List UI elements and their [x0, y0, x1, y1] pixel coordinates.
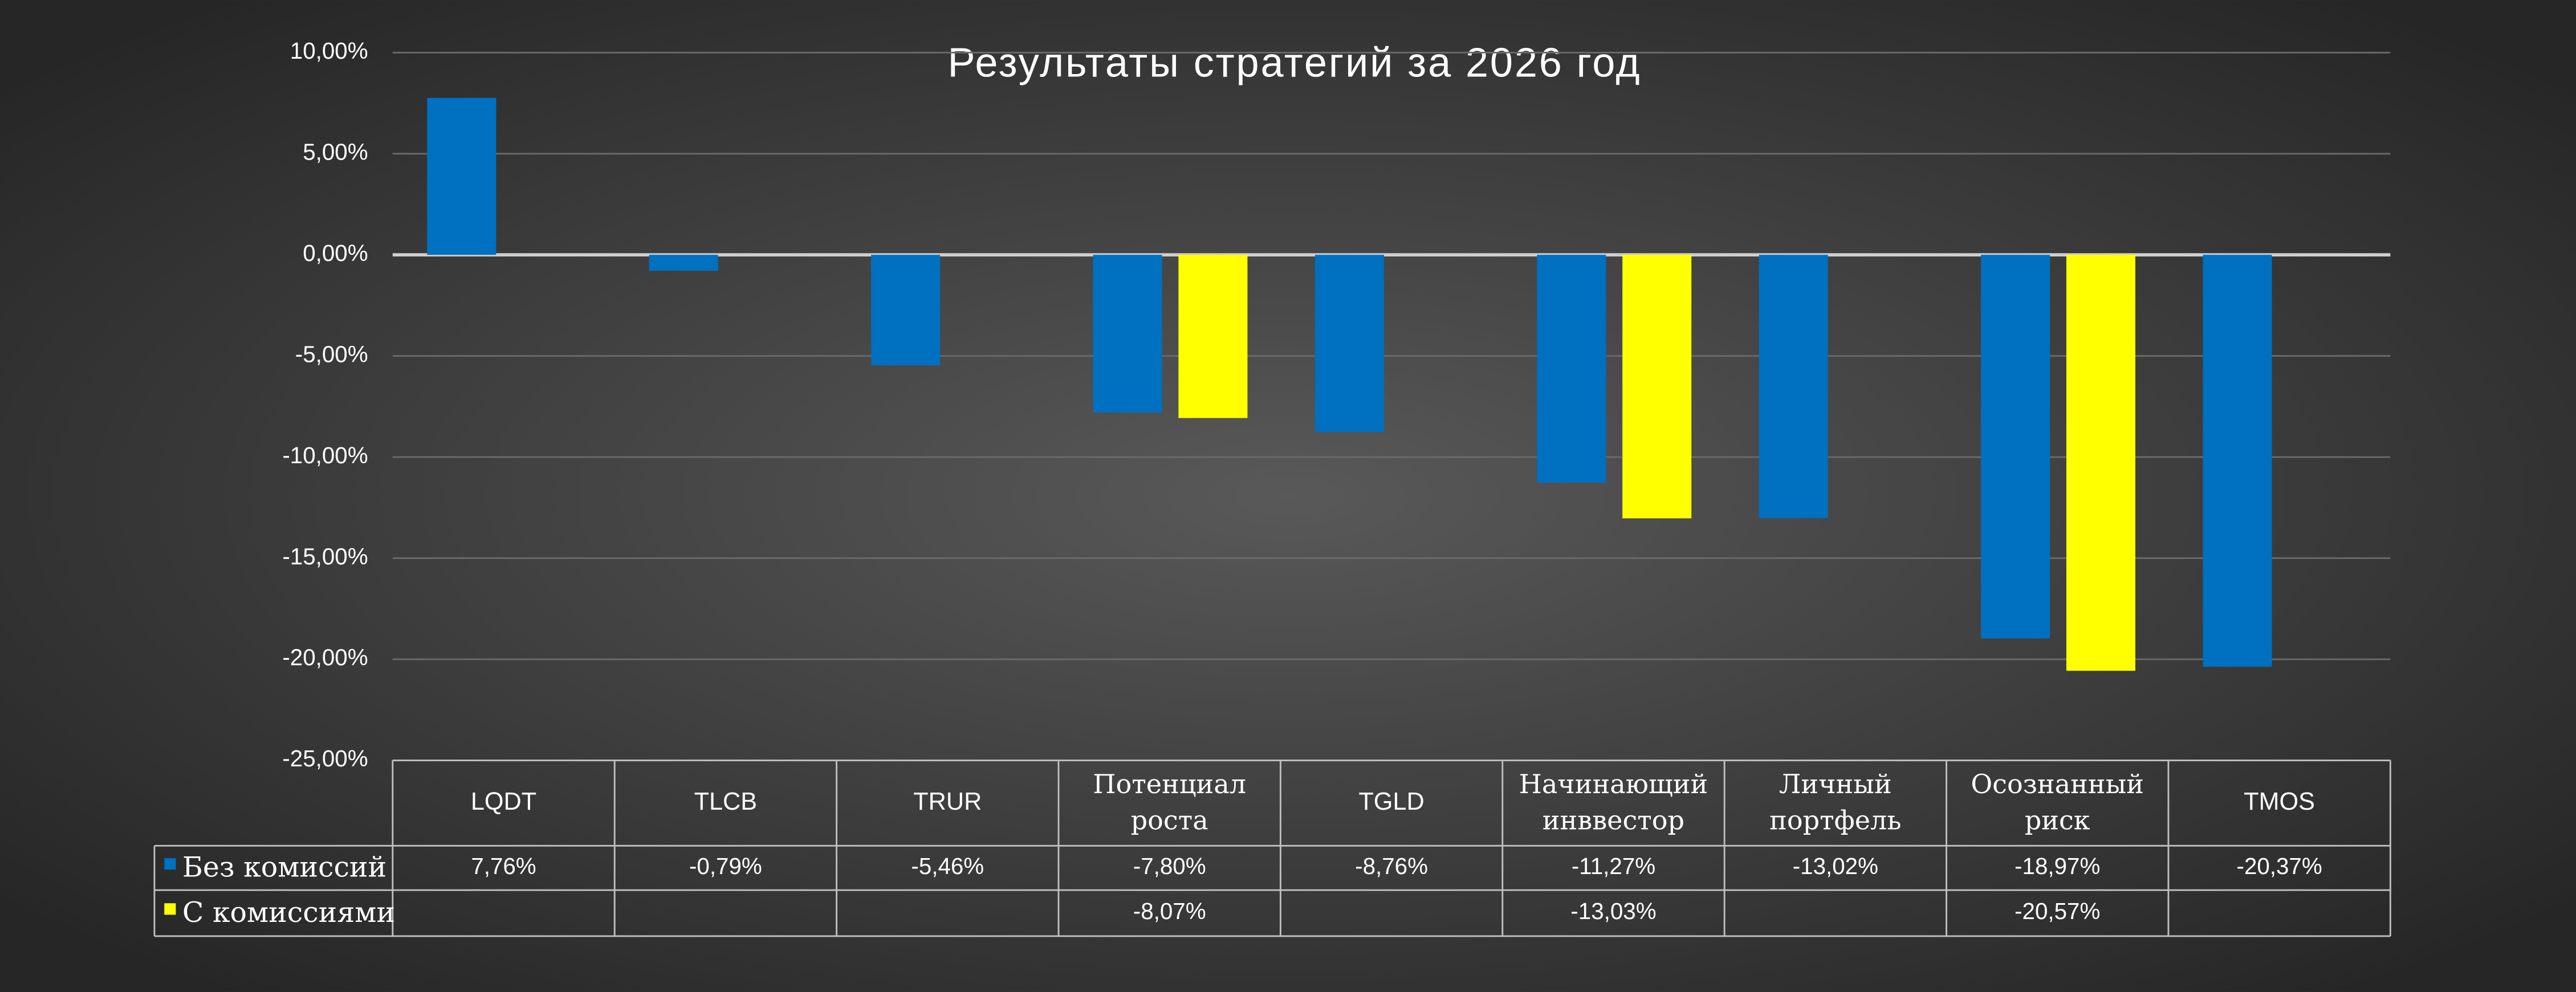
y-tick-label: -5,00% [295, 341, 368, 367]
bar [649, 255, 718, 271]
y-tick-label: -15,00% [282, 543, 368, 569]
legend-swatch [164, 903, 176, 915]
value-label: -5,46% [911, 853, 984, 879]
legend-label: Без комиссий [182, 851, 386, 884]
bar [1622, 255, 1692, 519]
value-label: -20,37% [2237, 853, 2322, 879]
category-cell: TGLD [1358, 788, 1425, 817]
x-tick-label: TLCB [694, 788, 758, 817]
x-tick-label: TRUR [913, 788, 982, 817]
value-label: -0,79% [689, 853, 762, 879]
bar [427, 97, 497, 255]
x-tick-label: Личный портфель [1769, 769, 1902, 836]
bar [1759, 255, 1828, 519]
x-tick-label: Осознанный риск [1971, 769, 2144, 836]
bar [2203, 255, 2272, 667]
y-tick-label: -10,00% [282, 442, 368, 468]
value-label: -13,03% [1570, 898, 1656, 924]
bar [1178, 255, 1248, 418]
x-tick-label: Начинающий инввестор [1519, 769, 1708, 836]
legend-label: С комиссиями [182, 896, 395, 929]
category-cell: Начинающий инввестор [1519, 769, 1708, 836]
value-label: 7,76% [471, 853, 536, 879]
category-cell: LQDT [470, 788, 537, 817]
category-cell: TRUR [913, 788, 982, 817]
x-tick-label: Потенциал роста [1093, 769, 1247, 836]
bar [871, 255, 941, 366]
legend-swatch [164, 858, 176, 870]
chart-title: Результаты стратегий за 2026 год [948, 40, 1642, 85]
value-label: -18,97% [2015, 853, 2100, 879]
bar [1537, 255, 1606, 483]
bar [2066, 255, 2135, 671]
x-tick-label: TMOS [2244, 788, 2315, 817]
y-tick-label: 5,00% [303, 138, 368, 165]
category-cell: Личный портфель [1769, 769, 1902, 836]
x-tick-label: LQDT [470, 788, 537, 817]
y-tick-label: 0,00% [303, 240, 368, 266]
value-label: -8,07% [1133, 898, 1206, 924]
bar [1315, 255, 1384, 432]
x-tick-label: TGLD [1358, 788, 1425, 817]
value-label: -7,80% [1133, 853, 1206, 879]
value-label: -8,76% [1355, 853, 1428, 879]
category-cell: TLCB [694, 788, 758, 817]
bar [1093, 255, 1162, 413]
value-label: -11,27% [1572, 853, 1655, 879]
category-cell: TMOS [2244, 788, 2315, 817]
category-cell: Потенциал роста [1093, 769, 1247, 836]
y-tick-label: -20,00% [282, 644, 368, 671]
category-cell: Осознанный риск [1971, 769, 2144, 836]
value-label: -20,57% [2015, 898, 2100, 924]
y-tick-label: 10,00% [290, 38, 368, 64]
value-label: -13,02% [1793, 853, 1878, 879]
y-tick-label: -25,00% [282, 745, 368, 771]
bar [1981, 255, 2050, 639]
